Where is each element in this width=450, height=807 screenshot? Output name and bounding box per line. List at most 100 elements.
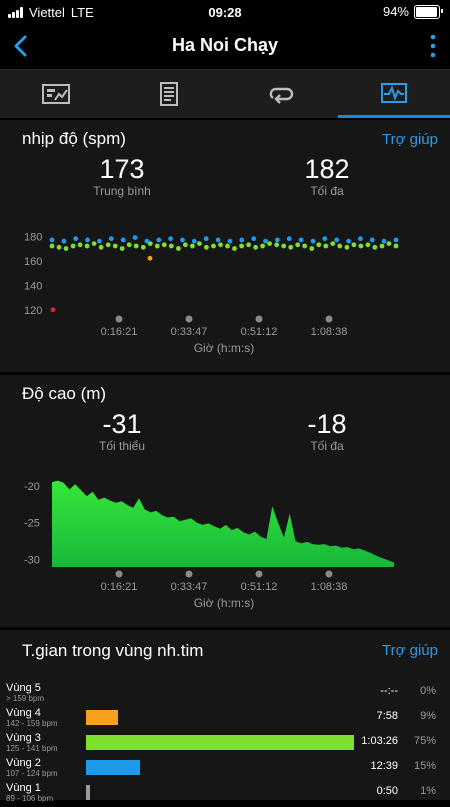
cadence-x-axis-label: Giờ (h:m:s) (194, 341, 255, 355)
hr-zone-name: Vùng 5 (6, 682, 41, 694)
cadence-max-label: Tối đa (267, 184, 387, 198)
cadence-data-point (382, 239, 387, 244)
cadence-data-point (251, 236, 256, 241)
cadence-data-point (155, 244, 160, 249)
cadence-data-point (180, 238, 185, 243)
elevation-max-value: -18 (267, 409, 387, 440)
cadence-data-point (299, 238, 304, 243)
cadence-data-point (109, 236, 114, 241)
cadence-data-point (274, 242, 279, 247)
tab-summary[interactable] (0, 70, 113, 118)
cadence-data-point (197, 241, 202, 246)
cadence-data-point (345, 245, 350, 250)
cadence-x-tick-dot (186, 316, 193, 323)
cadence-data-point (295, 242, 300, 247)
hr-zone-percent: 9% (420, 710, 436, 722)
cadence-data-point (330, 241, 335, 246)
navigation-bar: Ha Noi Chạy (0, 24, 450, 70)
cadence-y-tick-label: 140 (24, 280, 42, 292)
cadence-data-point (204, 245, 209, 250)
cadence-data-point (62, 239, 67, 244)
cadence-data-point (106, 242, 111, 247)
laps-loop-icon (267, 84, 295, 104)
cadence-data-point (288, 245, 293, 250)
hr-zone-percent: 75% (414, 735, 436, 747)
battery-percent: 94% (383, 4, 409, 19)
cadence-data-point (78, 242, 83, 247)
cadence-data-point (85, 238, 90, 243)
cadence-data-point (267, 241, 272, 246)
hr-zone-bar (86, 735, 354, 750)
hr-zone-time: 12:39 (370, 760, 398, 772)
hr-zone-bar (86, 760, 140, 775)
cadence-data-point (334, 238, 339, 243)
hr-zones-help-link[interactable]: Trợ giúp (382, 642, 438, 659)
cadence-data-point (394, 244, 399, 249)
hr-zone-time: 1:03:26 (361, 735, 398, 747)
cadence-data-point (162, 242, 167, 247)
cadence-data-point (358, 236, 363, 241)
cadence-data-point (120, 246, 125, 251)
hr-zone-bar (86, 710, 118, 725)
elevation-x-tick-label: 0:16:21 (101, 581, 138, 593)
cadence-data-point (366, 242, 371, 247)
elevation-x-axis-label: Giờ (h:m:s) (194, 596, 255, 610)
cadence-data-point (253, 245, 258, 250)
hr-zone-range: 142 - 159 bpm (6, 719, 58, 728)
cadence-data-point (99, 245, 104, 250)
cadence-section: nhịp độ (spm) Trợ giúp 173 Trung bình 18… (0, 120, 450, 372)
cadence-data-point (316, 242, 321, 247)
battery-info: 94% (383, 4, 440, 19)
elevation-x-tick-label: 0:33:47 (171, 581, 208, 593)
cadence-help-link[interactable]: Trợ giúp (382, 131, 438, 148)
cadence-data-point (311, 239, 316, 244)
cadence-avg-label: Trung bình (62, 184, 182, 198)
summary-chart-icon (41, 83, 71, 105)
cadence-data-point (97, 239, 102, 244)
cadence-data-point (394, 238, 399, 243)
cadence-data-point (302, 244, 307, 249)
battery-icon (414, 5, 440, 19)
cadence-data-point (239, 238, 244, 243)
cadence-data-point (373, 245, 378, 250)
elevation-max-label: Tối đa (267, 439, 387, 453)
cadence-data-point (127, 242, 132, 247)
elevation-x-tick-dot (256, 571, 263, 578)
hr-zone-range: 107 - 124 bpm (6, 769, 58, 778)
document-list-icon (159, 81, 179, 107)
cadence-data-point (169, 244, 174, 249)
cadence-data-point (50, 238, 55, 243)
cadence-data-point (275, 238, 280, 243)
cadence-avg-value: 173 (62, 154, 182, 185)
cadence-data-point (323, 244, 328, 249)
cadence-data-point (260, 244, 265, 249)
tab-laps[interactable] (225, 70, 338, 118)
cadence-x-tick-dot (326, 316, 333, 323)
tab-graphs[interactable] (338, 70, 450, 118)
hr-zone-percent: 1% (420, 785, 436, 797)
tab-details[interactable] (113, 70, 226, 118)
more-options-icon[interactable] (426, 33, 440, 59)
cadence-data-point (183, 242, 188, 247)
cadence-data-point (387, 241, 392, 246)
cadence-data-point (225, 244, 230, 249)
hr-zones-title: T.gian trong vùng nh.tim (22, 641, 203, 661)
elevation-section: Độ cao (m) -31 Tối thiểu -18 Tối đa -20-… (0, 375, 450, 627)
cadence-data-point (380, 244, 385, 249)
cadence-data-point (218, 242, 223, 247)
cadence-data-point (57, 245, 62, 250)
cadence-data-point (148, 256, 153, 261)
hr-zone-name: Vùng 1 (6, 782, 41, 794)
cadence-data-point (71, 244, 76, 249)
cadence-data-point (92, 241, 97, 246)
cadence-data-point (156, 238, 161, 243)
cadence-data-point (51, 307, 56, 312)
elevation-x-tick-label: 0:51:12 (241, 581, 278, 593)
elevation-x-tick-dot (326, 571, 333, 578)
hr-zone-time: 0:50 (377, 785, 398, 797)
cadence-data-point (176, 246, 181, 251)
cadence-data-point (232, 246, 237, 251)
